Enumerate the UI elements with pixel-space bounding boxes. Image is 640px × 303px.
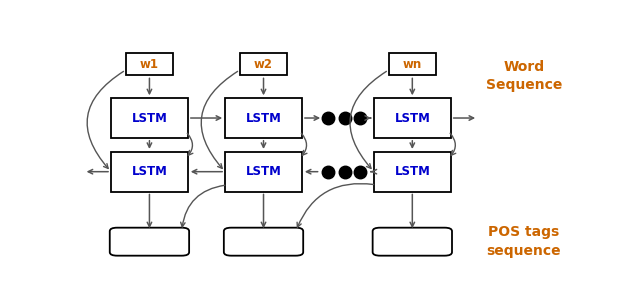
FancyBboxPatch shape <box>110 228 189 256</box>
FancyBboxPatch shape <box>374 152 451 191</box>
Text: LSTM: LSTM <box>394 112 430 125</box>
Text: wn: wn <box>403 58 422 71</box>
Text: POS tags
sequence: POS tags sequence <box>486 225 561 258</box>
FancyBboxPatch shape <box>374 98 451 138</box>
FancyBboxPatch shape <box>111 98 188 138</box>
Text: LSTM: LSTM <box>131 165 168 178</box>
FancyBboxPatch shape <box>240 53 287 75</box>
Text: w1: w1 <box>140 58 159 71</box>
FancyBboxPatch shape <box>111 152 188 191</box>
Text: Word
Sequence: Word Sequence <box>486 60 562 92</box>
FancyBboxPatch shape <box>225 152 302 191</box>
Text: LSTM: LSTM <box>131 112 168 125</box>
FancyBboxPatch shape <box>225 98 302 138</box>
Text: LSTM: LSTM <box>246 165 282 178</box>
Text: LSTM: LSTM <box>246 112 282 125</box>
FancyBboxPatch shape <box>126 53 173 75</box>
Text: LSTM: LSTM <box>394 165 430 178</box>
FancyBboxPatch shape <box>388 53 436 75</box>
FancyBboxPatch shape <box>372 228 452 256</box>
FancyBboxPatch shape <box>224 228 303 256</box>
Text: w2: w2 <box>254 58 273 71</box>
